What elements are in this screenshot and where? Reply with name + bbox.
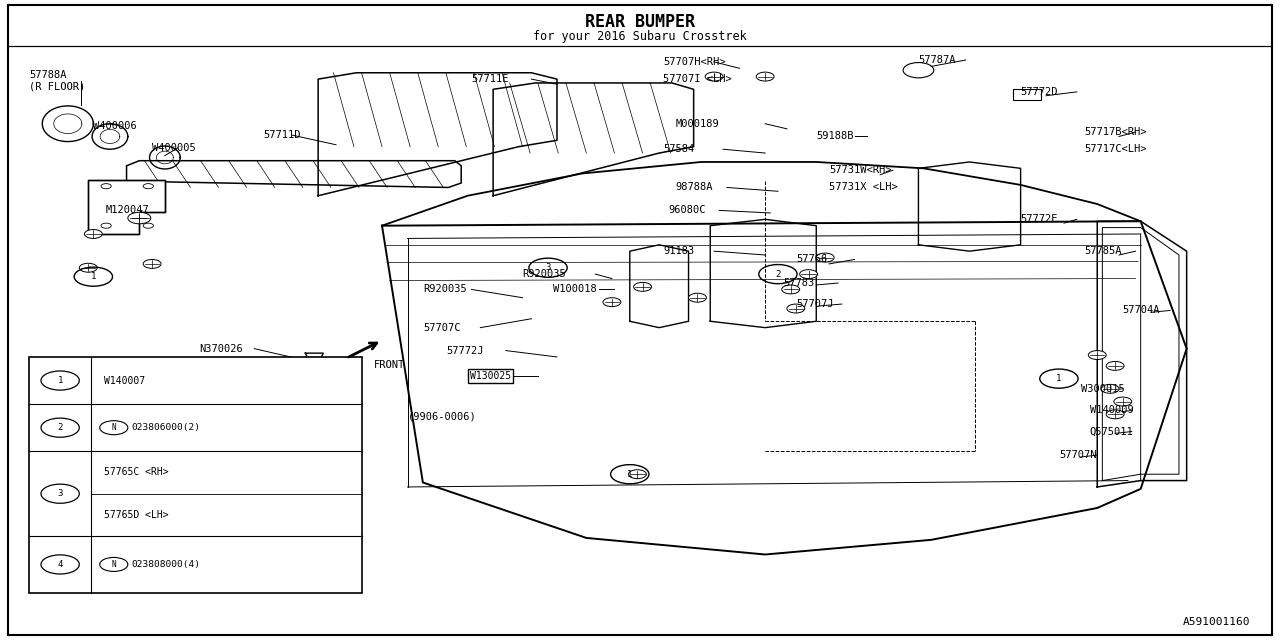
Text: R920035: R920035 <box>422 284 467 294</box>
Text: 4: 4 <box>58 560 63 569</box>
Text: 57584: 57584 <box>663 144 694 154</box>
Text: M120047: M120047 <box>106 205 150 216</box>
Text: 57731W<RH>: 57731W<RH> <box>829 165 892 175</box>
Circle shape <box>817 253 835 262</box>
Text: 57711E: 57711E <box>471 74 509 84</box>
Text: N370026: N370026 <box>200 344 243 354</box>
Text: W140009: W140009 <box>1089 406 1133 415</box>
Text: 57711D: 57711D <box>264 130 301 140</box>
Circle shape <box>128 212 151 224</box>
Text: 57772D: 57772D <box>1020 87 1059 97</box>
Text: 96080C: 96080C <box>668 205 705 216</box>
Circle shape <box>603 298 621 307</box>
Text: W400006: W400006 <box>93 121 137 131</box>
Circle shape <box>756 72 774 81</box>
Text: R920035: R920035 <box>522 269 566 279</box>
Text: 023808000(4): 023808000(4) <box>132 560 201 569</box>
Text: 57783: 57783 <box>783 278 814 288</box>
Text: Q575011: Q575011 <box>1089 426 1133 436</box>
Circle shape <box>1114 397 1132 406</box>
Text: W140007: W140007 <box>104 376 145 385</box>
Text: 1: 1 <box>91 272 96 281</box>
Text: 57717C<LH>: 57717C<LH> <box>1084 144 1147 154</box>
Text: for your 2016 Subaru Crosstrek: for your 2016 Subaru Crosstrek <box>534 30 746 43</box>
Text: 57707J: 57707J <box>796 299 833 309</box>
Text: 2: 2 <box>58 423 63 432</box>
Text: N: N <box>111 423 116 432</box>
Text: 57788A
(R FLOOR): 57788A (R FLOOR) <box>29 70 86 92</box>
Text: 57772E: 57772E <box>1020 214 1059 224</box>
Text: 57731X <LH>: 57731X <LH> <box>829 182 897 193</box>
Text: 57765C <RH>: 57765C <RH> <box>104 467 168 477</box>
Text: (9906-0006): (9906-0006) <box>407 412 476 422</box>
Text: 57787A: 57787A <box>919 55 956 65</box>
Text: 57704A: 57704A <box>1123 305 1160 316</box>
Text: 57772J: 57772J <box>445 346 484 356</box>
Circle shape <box>628 470 646 479</box>
Text: 57766: 57766 <box>796 255 827 264</box>
Text: A591001160: A591001160 <box>1183 617 1251 627</box>
Polygon shape <box>88 180 165 234</box>
Text: 98788A: 98788A <box>676 182 713 193</box>
Circle shape <box>143 259 161 268</box>
Circle shape <box>1106 362 1124 371</box>
Text: W400005: W400005 <box>152 143 196 153</box>
Circle shape <box>131 214 148 223</box>
Circle shape <box>79 263 97 272</box>
Text: 57707H<RH>: 57707H<RH> <box>663 57 726 67</box>
Text: M000189: M000189 <box>676 119 719 129</box>
Text: 57707I <LH>: 57707I <LH> <box>663 74 732 84</box>
Text: 59188B: 59188B <box>817 131 854 141</box>
Circle shape <box>800 269 818 278</box>
Text: 3: 3 <box>545 263 550 272</box>
Circle shape <box>634 282 652 291</box>
Text: 3: 3 <box>58 489 63 498</box>
Bar <box>1012 89 1041 100</box>
Circle shape <box>1106 410 1124 419</box>
Text: FRONT: FRONT <box>374 360 406 369</box>
Circle shape <box>782 285 800 294</box>
Circle shape <box>689 293 707 302</box>
Text: N: N <box>111 560 116 569</box>
Text: 023806000(2): 023806000(2) <box>132 423 201 432</box>
Text: W100018: W100018 <box>553 284 596 294</box>
Text: W130025: W130025 <box>470 371 511 381</box>
Circle shape <box>705 72 723 81</box>
Text: 2: 2 <box>776 269 781 278</box>
Text: W300015: W300015 <box>1080 384 1124 394</box>
Text: REAR BUMPER: REAR BUMPER <box>585 13 695 31</box>
Text: 91183: 91183 <box>663 246 694 256</box>
Circle shape <box>787 304 805 313</box>
Circle shape <box>1101 385 1119 394</box>
Text: 57717B<RH>: 57717B<RH> <box>1084 127 1147 137</box>
Circle shape <box>1088 351 1106 360</box>
Text: 1: 1 <box>1056 374 1061 383</box>
Text: 57785A: 57785A <box>1084 246 1123 256</box>
Bar <box>29 357 361 593</box>
Text: 57707C: 57707C <box>422 323 461 333</box>
Circle shape <box>84 230 102 239</box>
Text: 1: 1 <box>627 470 632 479</box>
Text: 57707N: 57707N <box>1059 450 1097 460</box>
Text: 57765D <LH>: 57765D <LH> <box>104 510 168 520</box>
Text: 1: 1 <box>58 376 63 385</box>
